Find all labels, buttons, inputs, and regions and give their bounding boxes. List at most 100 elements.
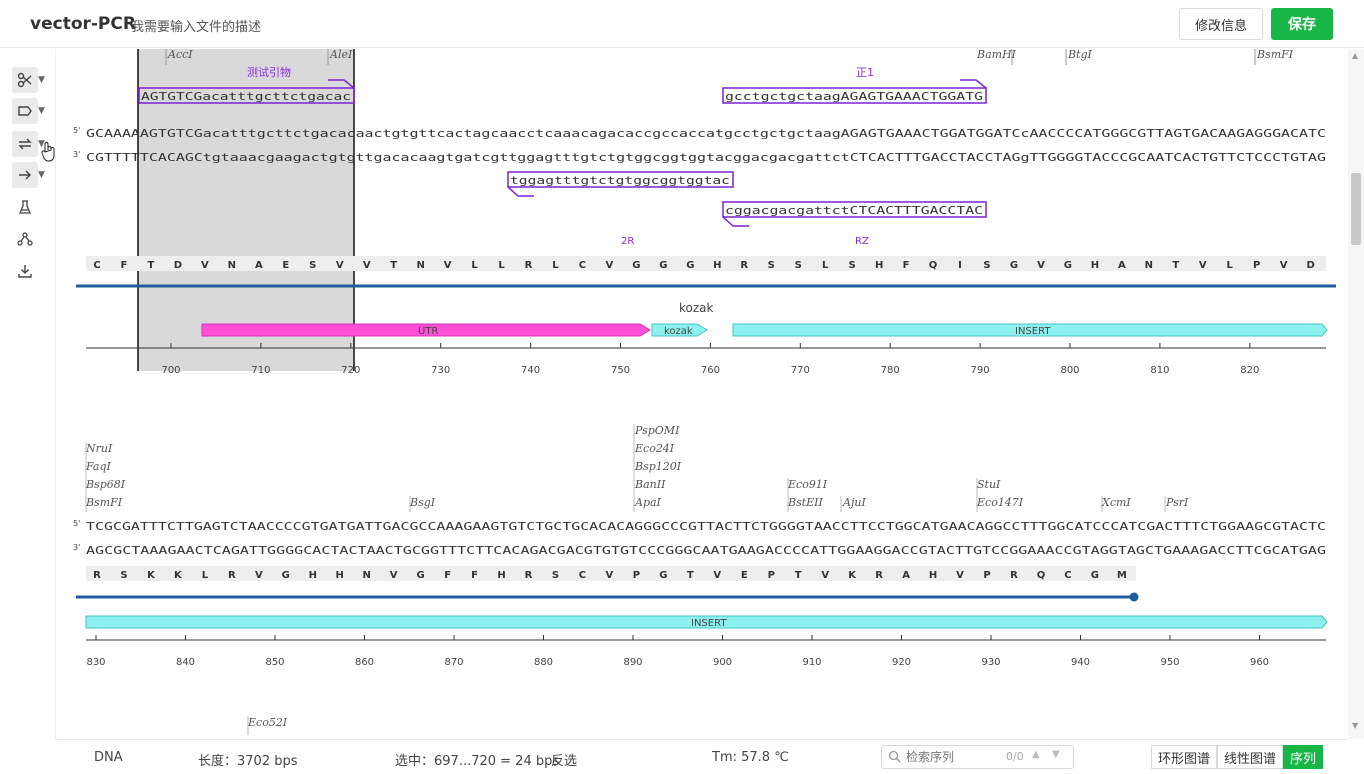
- amino-acid[interactable]: P: [983, 570, 990, 581]
- enzyme-label[interactable]: Eco52I: [247, 716, 288, 729]
- enzyme-label[interactable]: AjuI: [842, 496, 866, 509]
- enzyme-label[interactable]: XcmI: [1101, 496, 1131, 509]
- amino-acid[interactable]: S: [983, 260, 990, 271]
- amino-acid[interactable]: E: [282, 260, 289, 271]
- amino-acid[interactable]: F: [471, 570, 478, 581]
- amino-acid[interactable]: F: [121, 260, 128, 271]
- sequence-viewer[interactable]: AccI AleI BamHI BtgI BsmFI 测试引物 AGTGTCGa…: [57, 49, 1347, 735]
- amino-acid[interactable]: C: [579, 260, 586, 271]
- search-prev-icon[interactable]: ▲: [1032, 749, 1040, 760]
- amino-acid[interactable]: G: [1091, 570, 1099, 581]
- vertical-scrollbar[interactable]: ▲ ▼: [1348, 49, 1364, 739]
- amino-acid[interactable]: P: [633, 570, 640, 581]
- primer-label[interactable]: 正1: [856, 66, 874, 79]
- chevron-down-icon[interactable]: ▼: [38, 170, 45, 180]
- flask-icon[interactable]: [12, 194, 38, 220]
- arrow-right-icon[interactable]: [12, 162, 38, 188]
- enzyme-label[interactable]: Bsp120I: [634, 460, 682, 473]
- primer-reverse-2[interactable]: cggacgacgattctCTCACTTTGACCTAC: [722, 201, 987, 227]
- enzyme-label[interactable]: BsmFI: [1256, 49, 1294, 61]
- amino-acid[interactable]: D: [1306, 260, 1314, 271]
- amino-acid[interactable]: L: [552, 260, 559, 271]
- orf-end-marker[interactable]: [1129, 592, 1139, 602]
- primer-label[interactable]: RZ: [855, 236, 869, 247]
- amino-acid[interactable]: V: [713, 570, 721, 581]
- amino-acid[interactable]: F: [444, 570, 451, 581]
- amino-acid[interactable]: Q: [1037, 570, 1046, 581]
- swap-tool[interactable]: ▼: [12, 131, 52, 157]
- amino-acid[interactable]: N: [416, 260, 424, 271]
- amino-acid[interactable]: A: [902, 570, 910, 581]
- nodes-icon[interactable]: [12, 226, 38, 252]
- enzyme-label[interactable]: FaqI: [85, 460, 111, 473]
- amino-acid[interactable]: R: [228, 570, 236, 581]
- amino-acid[interactable]: V: [201, 260, 209, 271]
- primer-label[interactable]: 测试引物: [247, 65, 291, 79]
- enzyme-label[interactable]: NruI: [85, 442, 113, 455]
- amino-acid[interactable]: T: [687, 570, 694, 581]
- amino-acid[interactable]: V: [1037, 260, 1045, 271]
- tab-linear-map[interactable]: 线性图谱: [1217, 745, 1284, 769]
- scissors-icon[interactable]: [12, 67, 38, 93]
- amino-acid[interactable]: E: [741, 570, 748, 581]
- amino-acid[interactable]: G: [659, 260, 667, 271]
- amino-acid[interactable]: K: [147, 570, 156, 581]
- amino-acid[interactable]: H: [713, 260, 721, 271]
- scroll-down-icon[interactable]: ▼: [1352, 721, 1359, 730]
- amino-acid[interactable]: A: [255, 260, 263, 271]
- amino-acid[interactable]: L: [822, 260, 829, 271]
- tab-sequence[interactable]: 序列: [1283, 745, 1324, 769]
- amino-acid[interactable]: R: [1010, 570, 1018, 581]
- sequence-search[interactable]: 0/0 ▲ ▼: [881, 745, 1074, 769]
- feature-kozak[interactable]: kozak: [651, 323, 708, 337]
- amino-acid[interactable]: V: [444, 260, 452, 271]
- forward-strand[interactable]: TCGCGATTTCTTGAGTCTAACCCCGTGATGATTGACGCCA…: [86, 520, 1326, 533]
- edit-info-button[interactable]: 修改信息: [1179, 8, 1263, 40]
- cut-tool[interactable]: ▼: [12, 67, 52, 93]
- sequence-svg[interactable]: AccI AleI BamHI BtgI BsmFI 测试引物 AGTGTCGa…: [57, 49, 1347, 735]
- amino-acid[interactable]: V: [390, 570, 398, 581]
- amino-acid[interactable]: V: [336, 260, 344, 271]
- tag-icon[interactable]: [12, 98, 38, 124]
- enzyme-label[interactable]: BsgI: [409, 496, 436, 509]
- download-icon[interactable]: [12, 258, 38, 284]
- chevron-down-icon[interactable]: ▼: [38, 106, 45, 116]
- amino-acid[interactable]: G: [1064, 260, 1072, 271]
- export-tool[interactable]: [12, 258, 52, 284]
- enzyme-label[interactable]: AleI: [329, 49, 353, 61]
- enzyme-label[interactable]: PsrI: [1165, 496, 1189, 509]
- swap-icon[interactable]: [12, 131, 38, 157]
- assembly-tool[interactable]: [12, 226, 52, 252]
- enzyme-label[interactable]: Bsp68I: [85, 478, 126, 491]
- feature-insert[interactable]: INSERT: [85, 615, 1328, 629]
- primer-label[interactable]: 2R: [621, 236, 634, 247]
- scroll-up-icon[interactable]: ▲: [1352, 51, 1359, 60]
- amino-acid[interactable]: T: [148, 260, 155, 271]
- amino-acid[interactable]: N: [1145, 260, 1153, 271]
- amino-acid[interactable]: G: [1010, 260, 1018, 271]
- primer-forward-1[interactable]: 正1 gcctgctgctaagAGAGTGAAACTGGATG: [722, 66, 987, 104]
- enzyme-label[interactable]: BtgI: [1067, 49, 1093, 61]
- amino-acid[interactable]: D: [174, 260, 182, 271]
- enzyme-label[interactable]: Eco24I: [634, 442, 675, 455]
- search-input[interactable]: [906, 749, 1002, 765]
- amino-acid[interactable]: Q: [929, 260, 938, 271]
- enzyme-label[interactable]: BamHI: [976, 49, 1017, 61]
- amino-acid[interactable]: L: [1227, 260, 1234, 271]
- amino-acid[interactable]: V: [363, 260, 371, 271]
- amino-acid[interactable]: H: [929, 570, 937, 581]
- amino-acid[interactable]: G: [632, 260, 640, 271]
- enzyme-label[interactable]: Eco147I: [976, 496, 1024, 509]
- primer-tool[interactable]: ▼: [12, 162, 52, 188]
- amino-acid[interactable]: S: [120, 570, 127, 581]
- pcr-tool[interactable]: [12, 194, 52, 220]
- scroll-thumb[interactable]: [1351, 173, 1361, 245]
- enzyme-label[interactable]: AccI: [167, 49, 193, 61]
- amino-acid[interactable]: R: [525, 260, 533, 271]
- enzyme-label[interactable]: BanII: [634, 478, 666, 491]
- amino-acid[interactable]: H: [336, 570, 344, 581]
- amino-acid[interactable]: N: [363, 570, 371, 581]
- amino-acid[interactable]: C: [579, 570, 586, 581]
- amino-acid[interactable]: L: [471, 260, 478, 271]
- amino-acid[interactable]: F: [903, 260, 910, 271]
